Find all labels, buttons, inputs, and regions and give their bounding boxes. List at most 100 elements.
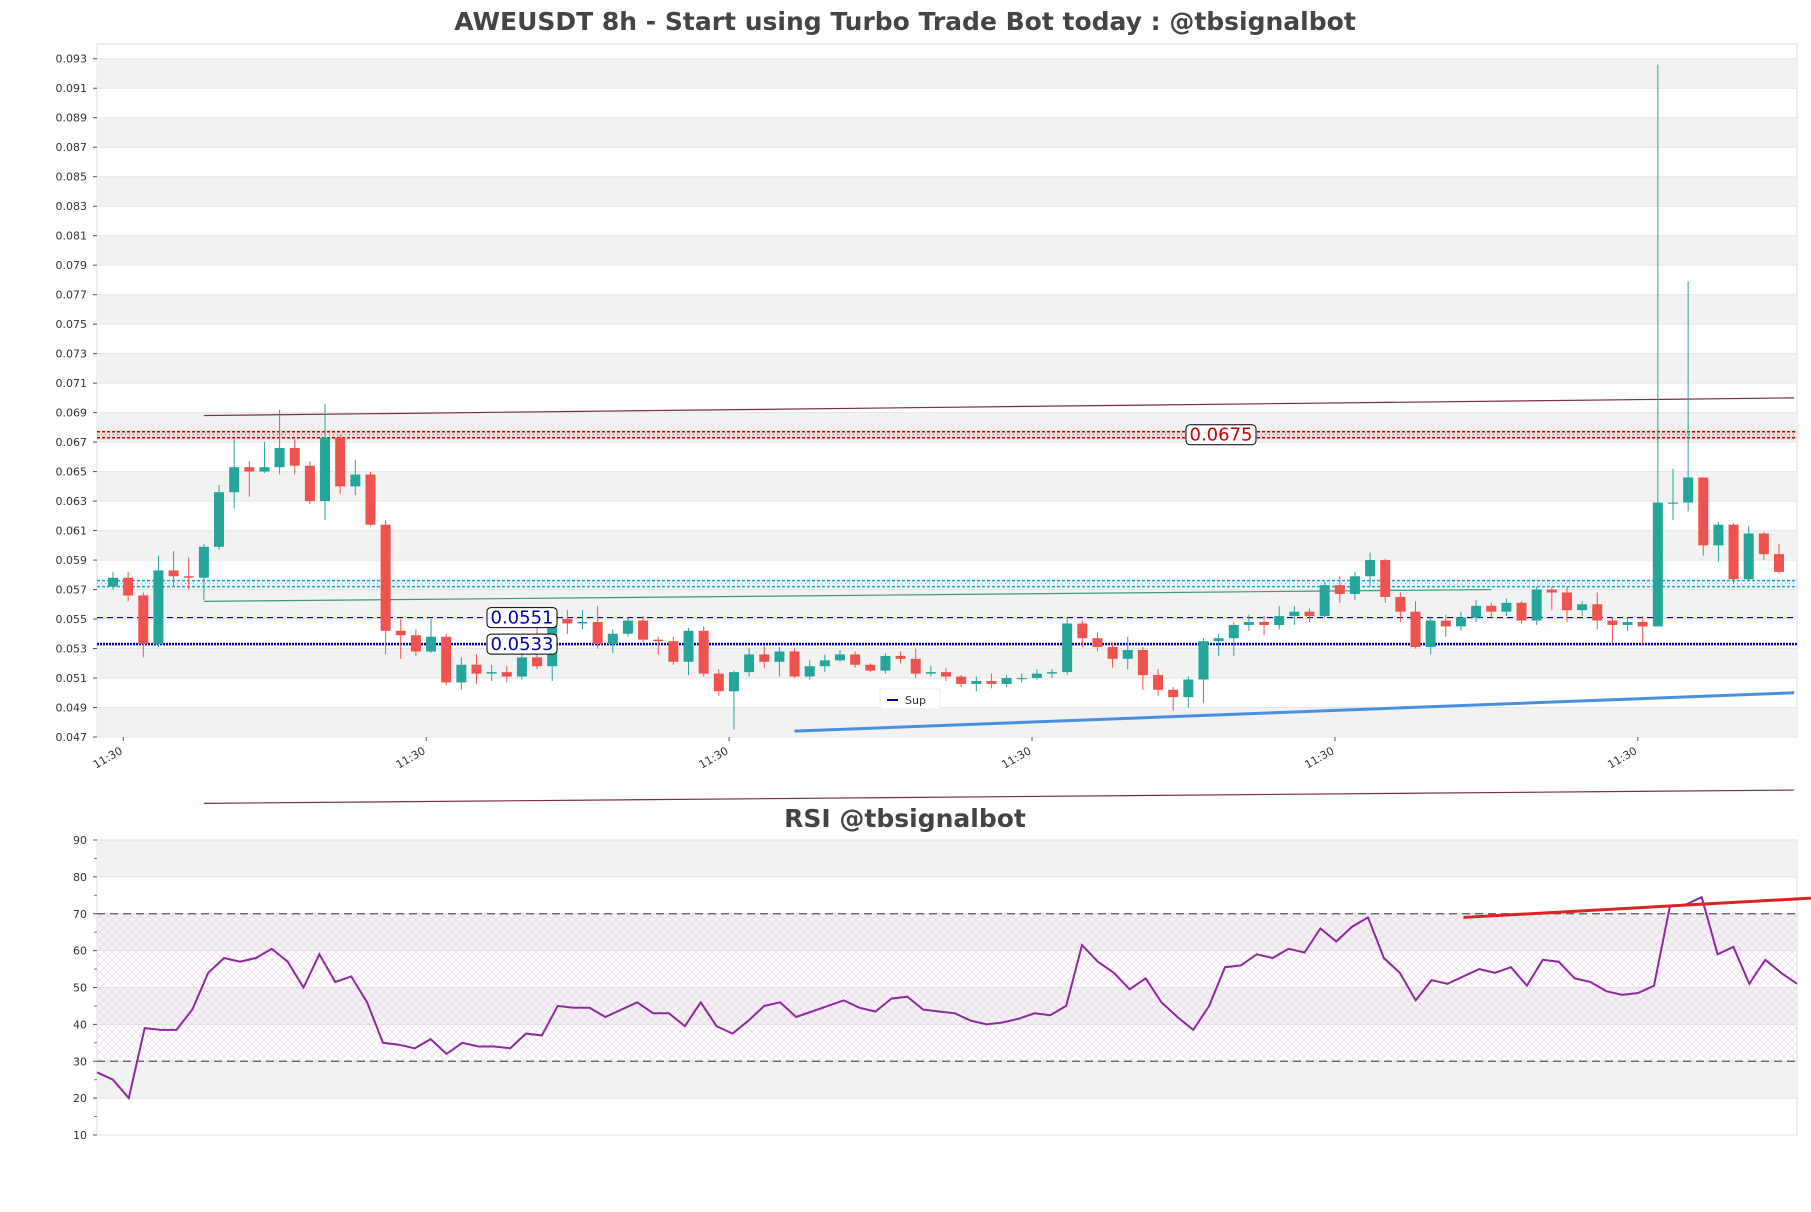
- candle: [986, 673, 997, 689]
- candle: [941, 667, 951, 681]
- candle-body: [1077, 623, 1088, 639]
- candle: [1637, 616, 1648, 645]
- candle: [1758, 532, 1769, 561]
- y-tick-label: 0.077: [56, 289, 88, 302]
- candle: [410, 629, 421, 656]
- candle: [1319, 582, 1330, 618]
- candle-body: [1683, 477, 1694, 503]
- candle-body: [1607, 620, 1618, 625]
- y-tick-label: 0.091: [56, 82, 88, 95]
- candle-body: [335, 437, 346, 487]
- y-tick-label: 0.071: [56, 377, 88, 390]
- candle: [592, 605, 603, 649]
- candle: [1380, 558, 1391, 603]
- x-tick-label: 11:30: [1605, 744, 1639, 771]
- candle: [622, 617, 633, 637]
- grid-band: [97, 530, 1797, 561]
- candle-body: [728, 672, 739, 692]
- candle: [1334, 576, 1345, 603]
- candle: [1137, 647, 1148, 690]
- grid-band: [97, 353, 1797, 384]
- candle-body: [1107, 647, 1118, 659]
- candle: [1259, 616, 1270, 636]
- candle-body: [713, 673, 724, 692]
- trendline: [794, 691, 1795, 733]
- candle-body: [1168, 689, 1179, 698]
- candle: [1546, 586, 1557, 611]
- candle: [683, 627, 694, 676]
- candle: [1395, 592, 1406, 622]
- trendline: [203, 789, 1795, 804]
- candle-body: [1652, 502, 1663, 627]
- candle-body: [1137, 650, 1148, 676]
- candle-body: [562, 619, 573, 624]
- candle-body: [941, 672, 951, 677]
- y-tick-label: 0.063: [56, 495, 88, 508]
- candle: [456, 657, 467, 690]
- candle: [759, 645, 770, 668]
- candle-body: [1455, 617, 1466, 627]
- candle-body: [1713, 524, 1724, 546]
- candle: [1561, 586, 1572, 622]
- level-label-text: 0.0675: [1190, 425, 1253, 446]
- candle: [320, 403, 331, 521]
- candle: [198, 543, 209, 600]
- candle: [1440, 614, 1451, 637]
- candle-body: [683, 630, 694, 662]
- level-label-box: [1185, 424, 1257, 446]
- candle-body: [320, 437, 331, 502]
- y-tick-label: 0.081: [56, 230, 88, 243]
- grid-band: [97, 235, 1797, 266]
- y-tick-label: 60: [73, 945, 87, 958]
- y-tick-label: 0.073: [56, 348, 88, 361]
- candle: [214, 484, 225, 550]
- x-tick-label: 11:30: [394, 744, 428, 771]
- candle-body: [1501, 602, 1512, 612]
- candle-body: [1425, 620, 1436, 648]
- candle: [183, 557, 194, 590]
- y-tick-label: 0.049: [56, 702, 88, 715]
- y-tick-label: 40: [73, 1018, 87, 1031]
- candle: [698, 626, 709, 677]
- candle: [516, 652, 527, 680]
- candle: [1153, 669, 1164, 696]
- candle-body: [1228, 624, 1239, 639]
- y-tick-label: 50: [73, 982, 87, 995]
- candle-body: [1592, 604, 1603, 621]
- candle: [1683, 281, 1694, 512]
- candle: [1516, 601, 1527, 624]
- candle: [1183, 676, 1194, 708]
- candle: [789, 648, 800, 679]
- candle-body: [1122, 650, 1133, 659]
- candle: [1592, 592, 1603, 630]
- candle: [1698, 477, 1709, 556]
- candle-body: [577, 621, 588, 624]
- candle-body: [1016, 678, 1027, 680]
- level-label-box: [486, 633, 558, 655]
- candle-body: [365, 474, 376, 525]
- y-tick-label: 0.061: [56, 525, 88, 538]
- candle: [1425, 617, 1436, 655]
- rsi-trendline: [1463, 896, 1811, 919]
- candle-body: [1774, 554, 1784, 572]
- candle-body: [1698, 477, 1709, 546]
- candle: [1774, 543, 1784, 574]
- candle-body: [1561, 592, 1572, 611]
- y-tick-label: 0.067: [56, 436, 88, 449]
- candle-body: [1546, 589, 1557, 593]
- candle: [1607, 617, 1618, 643]
- candle: [1168, 686, 1179, 711]
- candle-body: [1486, 605, 1497, 612]
- candle-body: [1259, 621, 1270, 625]
- rsi-chart-title: RSI @tbsignalbot: [784, 804, 1026, 833]
- candle-body: [1289, 611, 1300, 617]
- candle-body: [744, 654, 755, 673]
- candle-body: [774, 651, 785, 662]
- candle: [1001, 675, 1012, 687]
- candle-body: [1728, 524, 1739, 580]
- y-tick-label: 0.053: [56, 643, 88, 656]
- candle-body: [1047, 672, 1058, 674]
- candle-body: [1153, 675, 1164, 690]
